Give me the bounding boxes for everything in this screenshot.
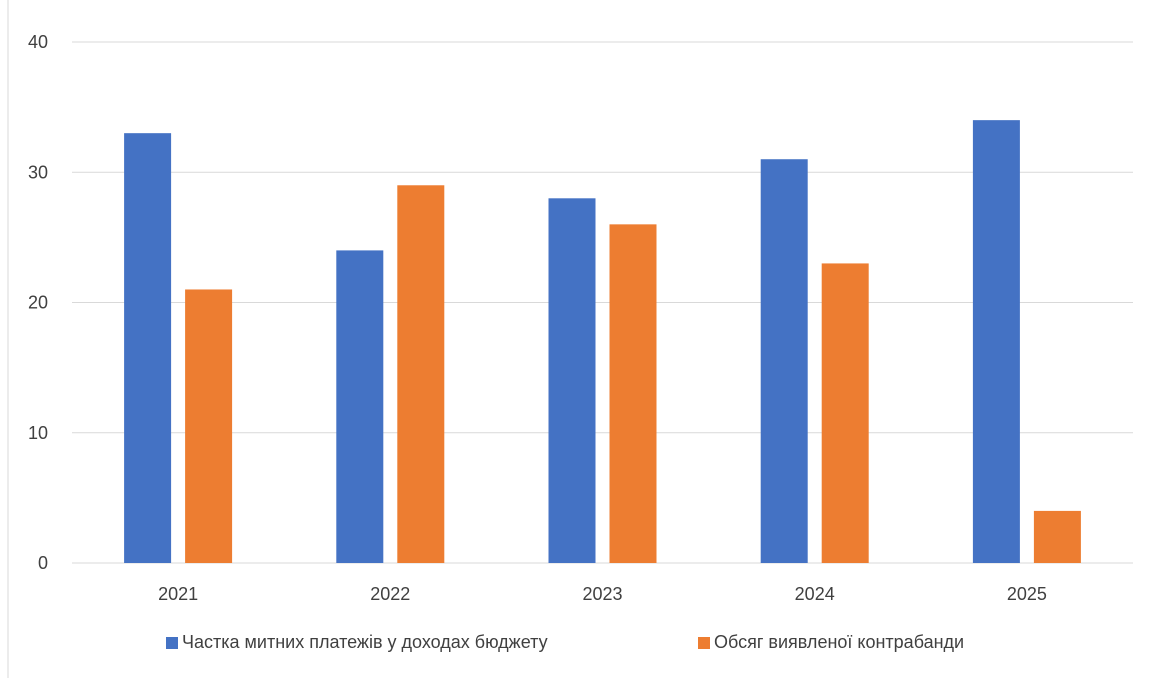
x-tick-label: 2024 (795, 584, 835, 604)
x-tick-label: 2023 (582, 584, 622, 604)
bar-customs-share-2022 (336, 250, 384, 563)
bar-customs-share-2021 (124, 133, 172, 564)
y-tick-label: 40 (28, 32, 48, 52)
gridlines (72, 41, 1133, 564)
y-tick-label: 20 (28, 293, 48, 313)
legend-label: Обсяг виявленої контрабанди (714, 632, 964, 652)
y-tick-label: 0 (38, 553, 48, 573)
bar-contraband-2023 (609, 224, 657, 563)
bar-customs-share-2024 (760, 159, 808, 563)
y-axis-ticks: 0 10 20 30 40 (28, 32, 48, 573)
legend: Частка митних платежів у доходах бюджету… (166, 632, 964, 652)
bar-contraband-2022 (397, 185, 445, 563)
y-tick-label: 10 (28, 423, 48, 443)
bar-customs-share-2023 (548, 198, 596, 564)
legend-swatch (698, 637, 710, 649)
legend-label: Частка митних платежів у доходах бюджету (182, 632, 548, 652)
x-tick-label: 2022 (370, 584, 410, 604)
legend-swatch (166, 637, 178, 649)
bars (124, 120, 1081, 564)
bar-contraband-2024 (821, 263, 869, 563)
y-tick-label: 30 (28, 162, 48, 182)
x-tick-label: 2021 (158, 584, 198, 604)
bar-customs-share-2025 (972, 120, 1020, 564)
x-axis-ticks: 2021 2022 2023 2024 2025 (158, 584, 1047, 604)
bar-contraband-2025 (1033, 510, 1081, 563)
x-tick-label: 2025 (1007, 584, 1047, 604)
bar-contraband-2021 (185, 289, 233, 563)
